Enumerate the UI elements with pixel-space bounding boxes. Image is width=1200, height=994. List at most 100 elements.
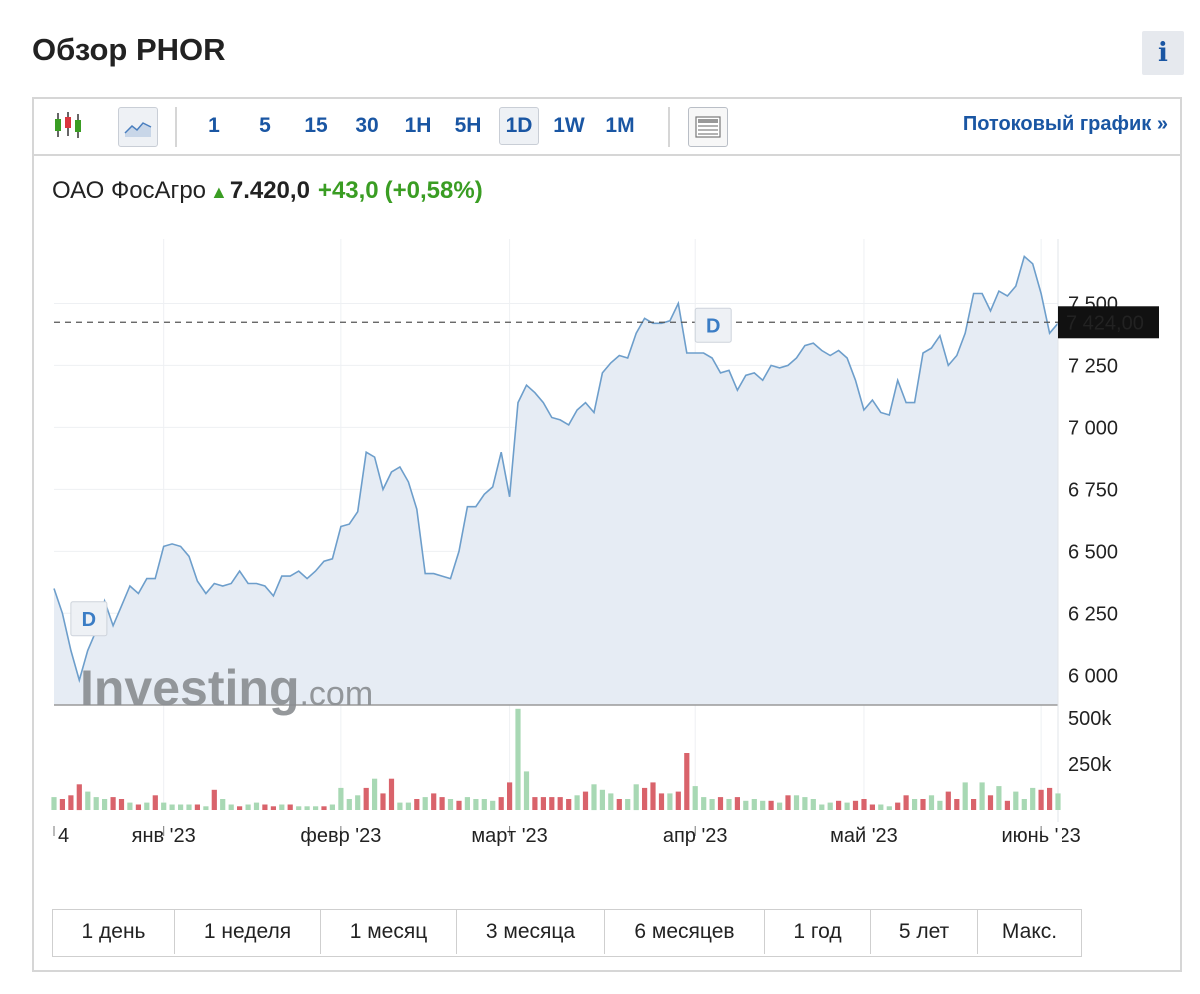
interval-1[interactable]: 1 [208, 114, 220, 137]
volume-bar [928, 795, 935, 810]
volume-bar [329, 804, 335, 810]
interval-5[interactable]: 5 [259, 114, 271, 137]
range-1w[interactable]: 1 неделя [175, 910, 321, 954]
volume-bar [878, 804, 884, 810]
volume-bar [321, 806, 327, 810]
volume-bar [785, 795, 791, 810]
area-chart-icon[interactable] [118, 107, 158, 147]
volume-bar [313, 806, 319, 810]
x-tick-label: янв '23 [132, 825, 196, 847]
range-1y[interactable]: 1 год [765, 910, 871, 954]
volume-bar [734, 797, 740, 810]
volume-bar [971, 799, 977, 810]
volume-bar [287, 804, 293, 810]
news-panel-icon[interactable] [688, 107, 728, 147]
x-tick-label: 4 [58, 825, 69, 847]
candlestick-icon[interactable] [48, 106, 88, 144]
volume-bar [135, 804, 141, 810]
volume-bar [262, 804, 268, 810]
last-price-badge [1058, 306, 1159, 339]
toolbar-divider [175, 107, 177, 147]
volume-bar [397, 802, 403, 810]
volume-bar [987, 795, 994, 810]
volume-bar [144, 802, 150, 810]
interval-30[interactable]: 30 [355, 114, 379, 137]
volume-bar [793, 795, 800, 810]
volume-bar [912, 799, 918, 810]
volume-bar [203, 806, 209, 810]
range-1m[interactable]: 1 месяц [321, 910, 457, 954]
x-tick-label: июнь '23 [1001, 825, 1080, 847]
volume-bar [861, 799, 867, 810]
interval-1h[interactable]: 1H [404, 114, 432, 137]
x-tick-label: апр '23 [663, 825, 728, 847]
volume-bar [161, 802, 167, 810]
range-5y[interactable]: 5 лет [871, 910, 978, 954]
range-1d[interactable]: 1 день [53, 910, 175, 954]
volume-bar [68, 795, 74, 810]
volume-bar [760, 800, 766, 810]
range-3m[interactable]: 3 месяца [457, 910, 605, 954]
range-max[interactable]: Макс. [978, 910, 1081, 954]
interval-1w[interactable]: 1W [553, 114, 585, 137]
volume-bar [414, 799, 420, 810]
volume-bar [625, 799, 631, 810]
dividend-marker [694, 307, 732, 343]
volume-bar [1055, 793, 1061, 810]
volume-bar [869, 804, 875, 810]
y-tick-label: 7 000 [1068, 417, 1118, 439]
dividend-marker [70, 601, 108, 637]
volume-bar [439, 797, 445, 810]
range-6m[interactable]: 6 месяцев [605, 910, 765, 954]
volume-bar [355, 795, 361, 810]
volume-bar [903, 795, 909, 810]
volume-bar [574, 795, 580, 810]
volume-bar [591, 784, 597, 811]
volume-bar [684, 753, 690, 810]
volume-bar [802, 797, 808, 810]
volume-bar [178, 804, 184, 810]
volume-bar [338, 787, 344, 810]
volume-bar [751, 799, 757, 810]
volume-bar [220, 799, 226, 810]
volume-bar [996, 786, 1002, 810]
volume-bar [372, 778, 378, 810]
x-tick-label: март '23 [471, 825, 547, 847]
volume-bar [768, 800, 774, 810]
interval-1d[interactable]: 1D [499, 107, 539, 145]
chart-toolbar: 1 5 15 30 1H 5H 1D 1W 1M Потоковый графи… [34, 99, 1180, 156]
volume-bar [507, 782, 513, 810]
volume-bar [1030, 787, 1036, 810]
volume-bar [1047, 787, 1053, 810]
volume-bar [1013, 791, 1019, 810]
volume-bar [270, 806, 276, 810]
investing-watermark: Investing.com [80, 660, 373, 716]
volume-bar [186, 804, 192, 810]
price-line [53, 254, 1059, 684]
volume-bar [743, 800, 749, 810]
volume-bar [836, 800, 842, 810]
dividend-marker-label: D [82, 609, 96, 631]
dividend-marker-label: D [706, 315, 720, 337]
interval-15[interactable]: 15 [304, 114, 328, 137]
streaming-chart-link[interactable]: Потоковый график » [962, 113, 1168, 135]
info-button[interactable]: i [1142, 31, 1184, 75]
volume-bar [608, 793, 614, 810]
volume-bar [819, 804, 825, 810]
volume-bar [658, 793, 665, 810]
volume-bar [709, 799, 715, 810]
volume-bar [481, 799, 487, 810]
volume-bar [110, 797, 116, 810]
volume-bar [540, 797, 546, 810]
volume-bar [490, 800, 496, 810]
volume-bar [523, 771, 530, 810]
volume-bar [456, 800, 462, 810]
volume-bar [211, 789, 217, 810]
interval-1m[interactable]: 1M [605, 114, 635, 137]
volume-tick-label: 500k [1068, 708, 1112, 730]
volume-bar [810, 799, 816, 810]
toolbar-divider [668, 107, 670, 147]
volume-bar [152, 795, 158, 810]
interval-5h[interactable]: 5H [454, 114, 482, 137]
